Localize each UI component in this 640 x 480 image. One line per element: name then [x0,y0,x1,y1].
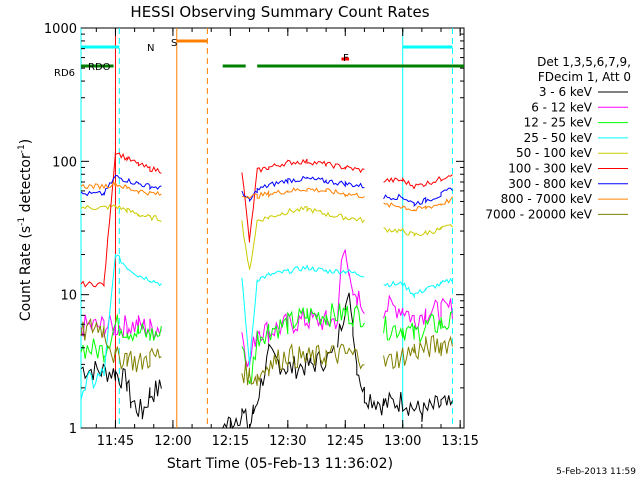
series-line [241,342,365,386]
y-tick-label: 1 [69,422,77,437]
legend-label: 300 - 800 keV [508,177,592,191]
series-line [241,187,365,200]
x-tick-label: 12:30 [269,434,306,449]
series-line [383,187,453,208]
y-axis-label: Count Rate (s-1 detector-1) [17,139,34,321]
series-line [80,151,162,288]
legend-label: 25 - 50 keV [524,131,593,145]
series-line [80,204,162,222]
series-line [241,175,365,203]
y-tick-label: 1000 [44,22,77,37]
timestamp: 5-Feb-2013 11:59 [556,467,636,477]
flag-label: S [171,38,177,49]
legend-label: 6 - 12 keV [531,100,593,114]
legend-label: 800 - 7000 keV [501,192,593,206]
series-line [241,265,365,367]
x-tick-label: 13:15 [441,434,478,449]
y-tick-label: 10 [60,289,77,304]
legend-label: 50 - 100 keV [516,146,593,160]
series-line [383,277,453,299]
series-line [383,224,453,238]
x-tick-label: 13:00 [384,434,421,449]
series-line [337,292,453,422]
series-line [241,303,365,384]
series-line [80,174,162,197]
series-line [241,206,365,270]
legend-header: Det 1,3,5,6,7,9, [537,55,631,69]
series-line [80,314,162,363]
x-axis-label: Start Time (05-Feb-13 11:36:02) [167,456,393,472]
x-tick-label: 12:45 [327,434,364,449]
legend-label: 100 - 300 keV [508,162,592,176]
series-line [383,174,453,190]
x-tick-label: 12:15 [212,434,249,449]
series-line [241,158,365,243]
series-line [383,334,453,370]
x-tick-label: 11:45 [97,434,134,449]
series-line [80,253,162,400]
legend-label: 3 - 6 keV [539,85,593,99]
x-tick-label: 12:00 [154,434,191,449]
series-line [383,311,453,345]
legend-header: FDecim 1, Att 0 [538,70,631,84]
flag-label: N [147,43,154,54]
legend: Det 1,3,5,6,7,9,FDecim 1, Att 03 - 6 keV… [485,55,631,221]
legend-label: 12 - 25 keV [524,116,593,130]
series-line [80,360,162,420]
y-tick-label: 100 [52,155,77,170]
series-line [383,196,453,212]
series-line [80,180,162,196]
series-line [222,342,335,430]
flag-label: RD6 [54,68,75,79]
series-line [241,249,365,368]
series-line [80,317,162,373]
flag-label: F [343,53,349,64]
flag-label: RDO [88,62,111,73]
chart-title: HESSI Observing Summary Count Rates [130,3,429,21]
legend-label: 7000 - 20000 keV [485,207,592,221]
